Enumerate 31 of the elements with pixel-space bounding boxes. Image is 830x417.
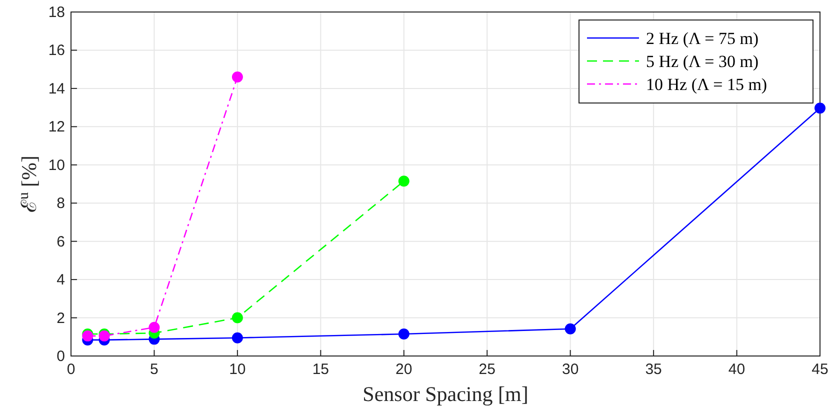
point <box>232 71 243 82</box>
legend-label: 2 Hz (Λ = 75 m) <box>646 29 759 48</box>
y-tick-label: 10 <box>48 156 65 174</box>
y-tick-label: 14 <box>48 80 65 98</box>
point <box>814 102 826 114</box>
x-axis-title: Sensor Spacing [m] <box>362 382 528 406</box>
y-tick-label: 18 <box>48 4 65 21</box>
x-tick-label: 25 <box>478 361 496 378</box>
y-tick-label: 6 <box>56 233 65 250</box>
x-tick-label: 15 <box>312 361 330 378</box>
x-tick-label: 30 <box>562 361 579 378</box>
legend-label: 5 Hz (Λ = 30 m) <box>646 52 759 71</box>
y-tick-label: 4 <box>56 272 65 289</box>
y-tick-label: 2 <box>56 310 65 327</box>
y-tick-label: 8 <box>56 195 65 212</box>
point <box>232 312 243 324</box>
point <box>148 322 160 333</box>
point <box>398 328 410 340</box>
x-tick-label: 40 <box>728 361 746 378</box>
x-tick-label: 35 <box>645 361 662 378</box>
y-tick-label: 0 <box>56 348 65 365</box>
point <box>232 332 243 344</box>
y-tick-label: 12 <box>48 118 65 136</box>
x-tick-label: 45 <box>812 361 828 378</box>
point <box>398 176 410 187</box>
point <box>564 323 576 334</box>
x-tick-label: 5 <box>150 361 158 378</box>
x-tick-label: 10 <box>229 361 246 378</box>
legend-label: 10 Hz (Λ = 15 m) <box>646 75 768 94</box>
y-tick-label: 16 <box>48 42 65 60</box>
x-tick-label: 20 <box>396 361 412 378</box>
